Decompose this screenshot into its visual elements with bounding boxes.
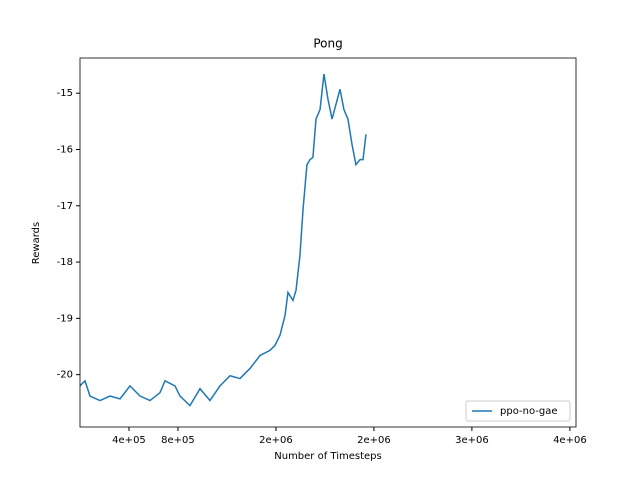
y-tick-label: -19 — [57, 313, 73, 324]
x-tick-label: 3e+06 — [455, 435, 489, 446]
y-axis-label: Rewards — [31, 222, 42, 264]
x-axis-label: Number of Timesteps — [274, 451, 381, 462]
y-tick-label: -20 — [57, 370, 73, 381]
legend-box — [465, 400, 571, 422]
x-tick-label: 2e+06 — [357, 435, 391, 446]
x-tick-label: 2e+06 — [259, 435, 293, 446]
axes-frame — [79, 57, 577, 428]
x-tick-label: 4e+06 — [553, 435, 587, 446]
chart-title: Pong — [313, 37, 342, 51]
line-series — [79, 73, 367, 407]
y-tick-label: -18 — [57, 257, 73, 268]
y-tick-label: -16 — [57, 144, 73, 155]
y-tick-label: -17 — [57, 201, 73, 212]
legend-label: ppo-no-gae — [500, 406, 558, 417]
x-tick-label: 8e+05 — [161, 435, 195, 446]
y-tick-label: -15 — [57, 88, 73, 99]
x-tick-label: 4e+05 — [112, 435, 146, 446]
